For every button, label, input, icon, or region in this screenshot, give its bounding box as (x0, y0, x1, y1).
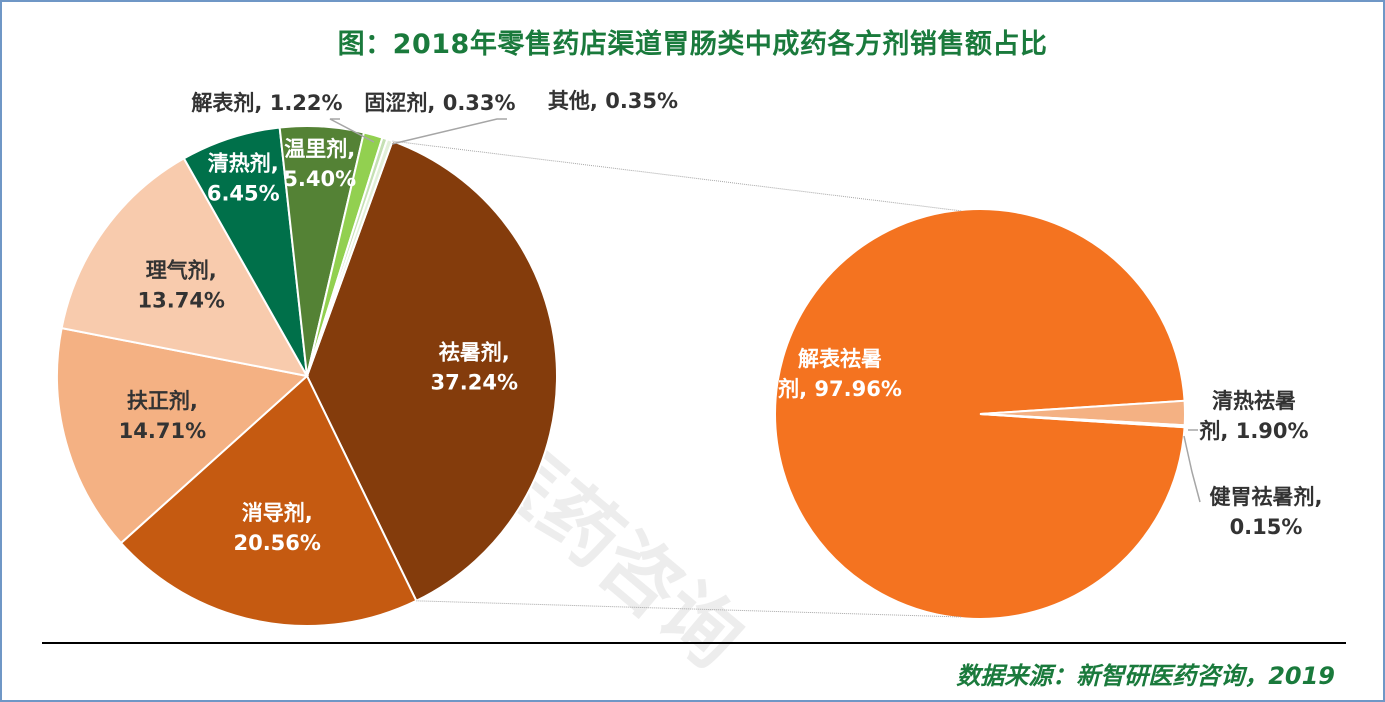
bar-of-pie-chart: 祛暑剂, 37.24% 消导剂, 20.56% 扶正剂, 14.71% 理气剂, 13.74%… (56, 89, 1323, 627)
leader-line-7 (329, 118, 375, 143)
pie-label-5: 清热剂, 6.45% (207, 152, 280, 206)
pie-label-6: 温里剂, 5.40% (283, 137, 356, 191)
connector-line-top (392, 140, 963, 212)
sub-pie-slice-3 (979, 413, 1186, 429)
sub-pie-label-3: 健胃祛暑剂, 0.15% (1210, 485, 1323, 539)
pie-slice-4 (60, 157, 309, 378)
chart-title: 图：2018年零售药店渠道胃肠类中成药各方剂销售额占比 (337, 29, 1048, 60)
pie-slice-9 (306, 137, 394, 377)
source-note: 数据来源：新智研医药咨询，2019 (956, 662, 1335, 690)
divider-line (42, 642, 1346, 644)
sub-pie-label-2: 清热祛暑剂, 1.90% (1199, 389, 1308, 443)
pie-label-2: 消导剂, 20.56% (233, 501, 320, 555)
sub-pie-label-1: 解表祛暑剂, 97.96% (778, 347, 902, 401)
connector-line-bottom (416, 600, 963, 618)
pie-slice-3 (56, 326, 310, 545)
pie-label-3: 扶正剂, 14.71% (119, 389, 206, 443)
pie-label-1: 祛暑剂, 37.24% (431, 340, 518, 394)
pie-slice-2 (119, 374, 418, 627)
pie-label-7: 解表剂, 1.22% (191, 91, 342, 115)
pie-label-4: 理气剂, 13.74% (138, 258, 225, 312)
pie-slice-1 (305, 139, 558, 603)
sub-pie-slice-1 (774, 208, 1186, 620)
pie-label-8: 固涩剂, 0.33% (364, 91, 515, 115)
pie-label-9: 其他, 0.35% (548, 89, 678, 113)
leader-line-sub-3 (1183, 435, 1201, 503)
leader-line-8 (391, 118, 507, 145)
